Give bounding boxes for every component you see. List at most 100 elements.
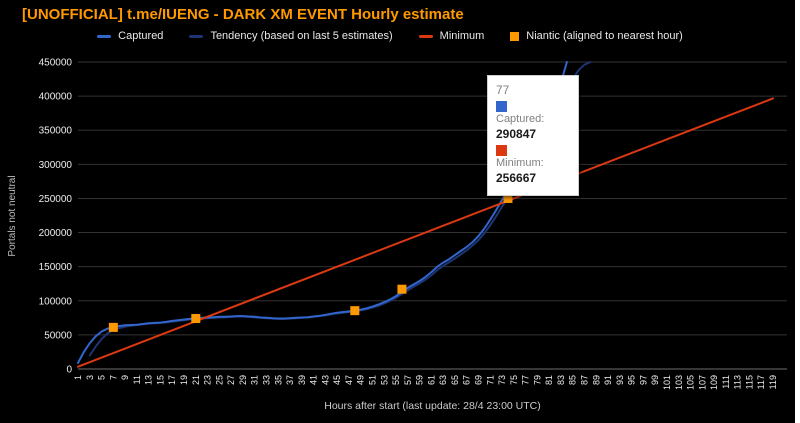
y-tick-label: 200000 [39, 228, 73, 239]
x-tick-label: 117 [756, 375, 766, 389]
tooltip-x-value: 77 [496, 83, 510, 97]
x-tick-label: 33 [261, 375, 271, 385]
x-tick-label: 21 [191, 375, 201, 385]
x-tick-label: 73 [497, 375, 507, 385]
x-tick-label: 53 [379, 375, 389, 385]
x-tick-label: 35 [273, 375, 283, 385]
y-tick-label: 250000 [39, 194, 73, 205]
legend-label: Niantic (aligned to nearest hour) [526, 30, 683, 42]
x-tick-label: 13 [144, 375, 154, 385]
chart-legend: Captured Tendency (based on last 5 estima… [0, 30, 780, 42]
x-tick-label: 81 [544, 375, 554, 385]
x-tick-label: 63 [438, 375, 448, 385]
legend-label: Captured [118, 30, 164, 42]
x-tick-label: 25 [214, 375, 224, 385]
x-tick-label: 105 [686, 375, 696, 390]
legend-item-niantic: Niantic (aligned to nearest hour) [510, 30, 683, 42]
x-tick-label: 55 [391, 375, 401, 385]
y-tick-label: 300000 [39, 160, 73, 171]
x-tick-label: 3 [85, 375, 95, 380]
x-tick-label: 27 [226, 375, 236, 385]
x-tick-label: 109 [709, 375, 719, 390]
x-tick-label: 29 [238, 375, 248, 385]
tooltip-series-label: Minimum: [496, 156, 544, 169]
x-tick-label: 69 [474, 375, 484, 385]
y-tick-label: 0 [66, 365, 72, 376]
tooltip-series-swatch [496, 144, 507, 156]
x-tick-label: 15 [155, 375, 165, 385]
x-tick-label: 89 [591, 375, 601, 385]
niantic-point[interactable] [350, 306, 360, 316]
x-tick-label: 119 [768, 375, 778, 389]
x-tick-label: 59 [415, 375, 425, 385]
x-tick-label: 49 [356, 375, 366, 385]
legend-label: Minimum [439, 30, 485, 42]
tooltip: 77 Captured: 290847 Minimum: 256667 [487, 75, 579, 196]
x-tick-label: 101 [662, 375, 672, 390]
y-tick-label: 50000 [44, 330, 72, 341]
chart-title: [UNOFFICIAL] t.me/IUENG - DARK XM EVENT … [22, 6, 464, 23]
x-tick-label: 37 [285, 375, 295, 385]
x-tick-label: 95 [627, 375, 637, 385]
x-tick-label: 85 [568, 375, 578, 385]
x-axis-title: Hours after start (last update: 28/4 23:… [324, 400, 541, 412]
x-tick-label: 31 [250, 375, 260, 385]
x-tick-label: 65 [450, 375, 460, 385]
tooltip-series-value: 256667 [496, 170, 537, 185]
niantic-point[interactable] [108, 322, 118, 332]
x-tick-label: 43 [320, 375, 330, 385]
niantic-point[interactable] [191, 314, 201, 324]
tooltip-series-value: 290847 [496, 126, 537, 141]
x-tick-label: 9 [120, 375, 130, 380]
x-tick-label: 77 [521, 375, 531, 385]
legend-marker [189, 34, 204, 38]
x-tick-label: 23 [203, 375, 213, 385]
x-tick-label: 103 [674, 375, 684, 390]
x-tick-label: 75 [509, 375, 519, 385]
x-tick-label: 115 [744, 375, 754, 389]
x-tick-label: 11 [132, 375, 142, 384]
y-tick-label: 150000 [39, 262, 73, 273]
legend-label: Tendency (based on last 5 estimates) [210, 30, 393, 42]
x-tick-label: 61 [426, 375, 436, 385]
x-tick-label: 67 [462, 375, 472, 385]
x-tick-label: 79 [532, 375, 542, 385]
tooltip-series-swatch [496, 101, 507, 112]
legend-marker [97, 34, 112, 38]
x-tick-label: 57 [403, 375, 413, 385]
x-tick-label: 97 [638, 375, 648, 385]
x-tick-label: 91 [603, 375, 613, 385]
x-tick-label: 1 [73, 375, 83, 380]
x-tick-label: 7 [108, 375, 118, 380]
x-tick-label: 87 [580, 375, 590, 385]
x-tick-label: 99 [650, 375, 660, 385]
legend-item-tendency: Tendency (based on last 5 estimates) [189, 30, 393, 42]
x-tick-label: 93 [615, 375, 625, 385]
x-tick-label: 17 [167, 375, 177, 385]
x-tick-label: 51 [367, 375, 377, 385]
page-edge-strip [795, 0, 800, 423]
legend-marker [510, 31, 520, 41]
x-tick-label: 19 [179, 375, 189, 385]
captured-line[interactable] [77, 61, 568, 364]
tooltip-series-label: Captured: [496, 113, 545, 125]
y-tick-label: 350000 [39, 126, 73, 137]
y-tick-label: 450000 [39, 58, 73, 69]
niantic-point[interactable] [397, 284, 407, 294]
legend-item-captured: Captured [97, 30, 163, 42]
x-tick-label: 5 [97, 375, 107, 380]
x-tick-label: 107 [697, 375, 707, 390]
y-axis-title: Portals not neutral [7, 175, 18, 256]
y-tick-label: 400000 [39, 92, 73, 103]
legend-marker [418, 34, 433, 38]
x-tick-label: 83 [556, 375, 566, 385]
legend-item-minimum: Minimum [418, 30, 485, 42]
x-tick-label: 47 [344, 375, 354, 385]
x-tick-label: 113 [733, 375, 743, 389]
x-tick-label: 41 [309, 375, 319, 385]
niantic-point[interactable] [503, 193, 513, 203]
x-tick-label: 45 [332, 375, 342, 385]
x-tick-label: 111 [721, 375, 731, 389]
y-tick-label: 100000 [39, 296, 73, 307]
